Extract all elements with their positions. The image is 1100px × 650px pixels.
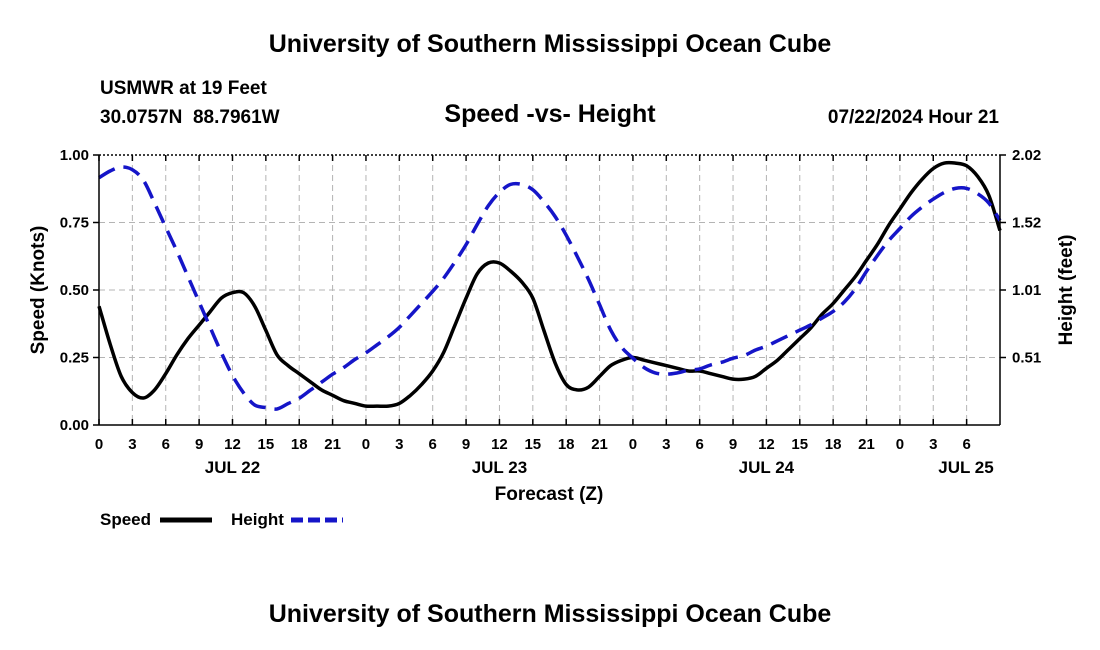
x-tick-label: 0 xyxy=(95,436,103,453)
y2-tick-label: 0.51 xyxy=(1012,350,1041,367)
grid xyxy=(99,155,1000,425)
legend-label-height: Height xyxy=(231,510,284,529)
x-tick-label: 0 xyxy=(896,436,904,453)
footer-title: University of Southern Mississippi Ocean… xyxy=(268,600,832,628)
x-tick-label: 9 xyxy=(462,436,470,453)
height-series-line xyxy=(98,165,1002,411)
x-tick-label: 3 xyxy=(929,436,937,453)
y2-tick-label: 1.52 xyxy=(1012,215,1041,232)
x-tick-label: 21 xyxy=(324,436,341,453)
x-tick-label: 18 xyxy=(291,436,308,453)
date-label: JUL 25 xyxy=(938,458,993,477)
axes: 0 3 6 9 12 15 18 21 0 3 6 9 12 15 18 21 0 3 6 9 12 15 18 21 0 3 6 J… xyxy=(60,147,1041,477)
x-tick-label: 6 xyxy=(695,436,703,453)
chart-subtitle: Speed -vs- Height xyxy=(444,100,656,128)
x-tick-label: 6 xyxy=(429,436,437,453)
date-label: JUL 22 xyxy=(205,458,260,477)
x-tick-label: 12 xyxy=(758,436,775,453)
y-axis-title: Speed (Knots) xyxy=(28,226,49,355)
x-tick-label: 6 xyxy=(962,436,970,453)
y-tick-label: 0.50 xyxy=(60,282,89,299)
y-tick-label: 0.00 xyxy=(60,417,89,434)
x-tick-label: 9 xyxy=(729,436,737,453)
date-label: JUL 24 xyxy=(739,458,795,477)
speed-series-line xyxy=(97,160,1002,409)
y-tick-label: 1.00 xyxy=(60,147,89,164)
x-tick-label: 21 xyxy=(858,436,875,453)
x-tick-label: 0 xyxy=(362,436,370,453)
y-tick-label: 0.25 xyxy=(60,350,89,367)
series-layer xyxy=(97,160,1002,411)
x-tick-label: 3 xyxy=(662,436,670,453)
x-tick-label: 3 xyxy=(395,436,403,453)
x-tick-label: 18 xyxy=(825,436,842,453)
legend: Speed Height xyxy=(100,510,343,529)
x-tick-label: 18 xyxy=(558,436,575,453)
x-tick-label: 3 xyxy=(128,436,136,453)
x-tick-label: 0 xyxy=(629,436,637,453)
y-tick-label: 0.75 xyxy=(60,215,89,232)
date-label: JUL 23 xyxy=(472,458,527,477)
x-tick-label: 15 xyxy=(258,436,275,453)
legend-label-speed: Speed xyxy=(100,510,151,529)
x-tick-label: 15 xyxy=(791,436,808,453)
x-tick-label: 12 xyxy=(491,436,508,453)
y2-axis-title: Height (feet) xyxy=(1056,235,1077,346)
y2-tick-label: 1.01 xyxy=(1012,282,1041,299)
x-tick-label: 6 xyxy=(162,436,170,453)
x-tick-label: 15 xyxy=(524,436,541,453)
y2-tick-label: 2.02 xyxy=(1012,147,1041,164)
station-coords: 30.0757N 88.7961W xyxy=(100,107,280,128)
timestamp: 07/22/2024 Hour 21 xyxy=(827,107,999,128)
station-name: USMWR at 19 Feet xyxy=(100,78,267,99)
x-tick-label: 21 xyxy=(591,436,608,453)
main-title: University of Southern Mississippi Ocean… xyxy=(268,30,832,58)
x-tick-label: 9 xyxy=(195,436,203,453)
x-tick-label: 12 xyxy=(224,436,241,453)
x-axis-title: Forecast (Z) xyxy=(495,484,604,505)
